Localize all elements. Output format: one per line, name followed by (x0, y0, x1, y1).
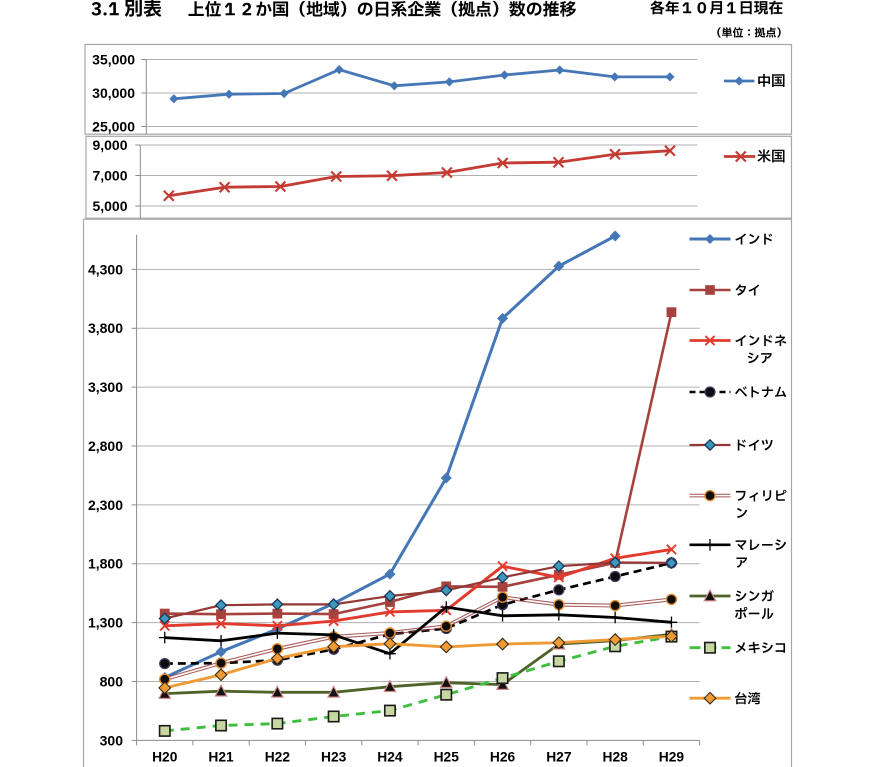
svg-text:35,000: 35,000 (92, 51, 135, 67)
svg-text:300: 300 (100, 732, 124, 748)
svg-text:9,000: 9,000 (92, 137, 127, 153)
svg-text:H28: H28 (602, 749, 628, 764)
svg-text:7,000: 7,000 (92, 167, 127, 183)
svg-text:H27: H27 (546, 749, 572, 764)
svg-text:H26: H26 (490, 749, 516, 764)
svg-text:2,300: 2,300 (88, 497, 123, 513)
svg-text:30,000: 30,000 (92, 85, 135, 101)
svg-text:H25: H25 (434, 749, 460, 764)
svg-text:800: 800 (100, 673, 124, 689)
svg-text:H24: H24 (377, 749, 403, 764)
svg-text:H22: H22 (265, 749, 291, 764)
svg-text:3,800: 3,800 (88, 320, 123, 336)
svg-text:25,000: 25,000 (92, 118, 135, 134)
svg-text:2,800: 2,800 (88, 438, 123, 454)
svg-text:H20: H20 (152, 749, 178, 764)
svg-text:1,300: 1,300 (88, 615, 123, 631)
svg-text:4,300: 4,300 (88, 261, 123, 277)
svg-text:H29: H29 (659, 749, 685, 764)
svg-text:H23: H23 (321, 749, 347, 764)
svg-text:3,300: 3,300 (88, 379, 123, 395)
svg-text:5,000: 5,000 (92, 198, 127, 214)
svg-text:H21: H21 (208, 749, 234, 764)
svg-text:1,800: 1,800 (88, 556, 123, 572)
